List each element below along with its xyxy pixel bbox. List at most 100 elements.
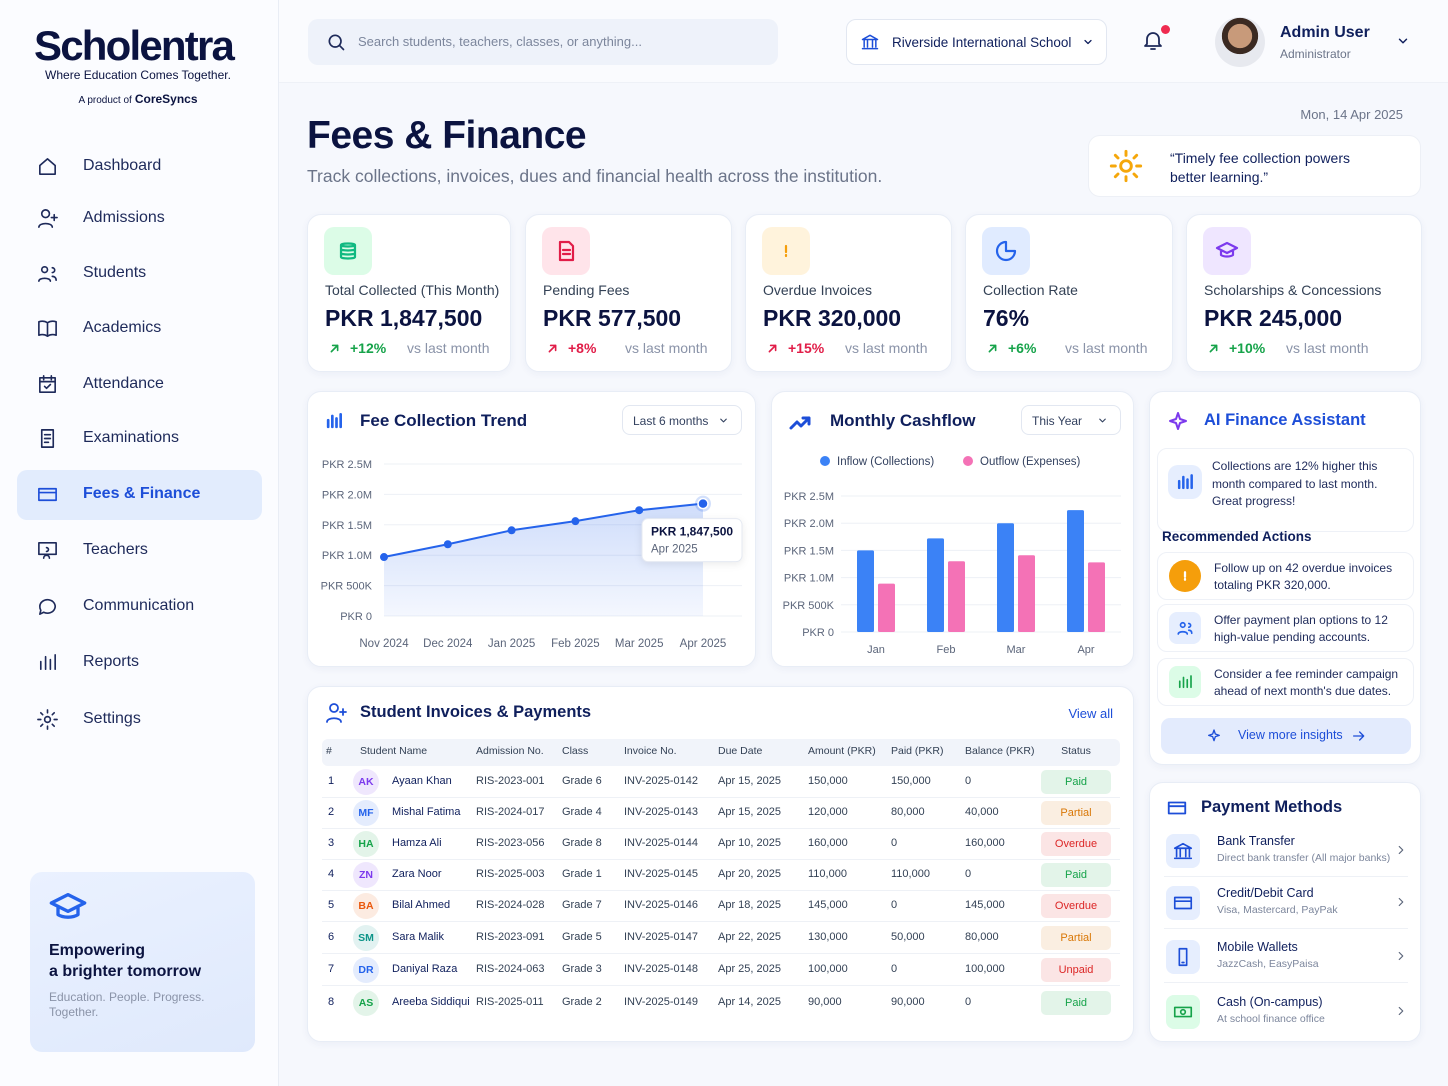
notifications[interactable]	[1141, 25, 1170, 54]
icon	[558, 240, 575, 262]
icon-shape	[39, 654, 56, 671]
nav-label: Settings	[83, 710, 141, 727]
payment-method[interactable]: Credit/Debit Card Visa, Mastercard, PayPa…	[1158, 878, 1414, 926]
table-cell: 160,000	[808, 837, 848, 849]
student-name: Areeba Siddiqui	[392, 996, 470, 1008]
status-badge: Unpaid	[1041, 958, 1111, 982]
nav-item[interactable]: Reports	[17, 638, 262, 688]
nav-item[interactable]: Admissions	[17, 194, 262, 244]
table-cell: RIS-2024-017	[476, 806, 545, 818]
bar	[927, 538, 944, 632]
stat-label: Pending Fees	[543, 282, 630, 298]
status-badge: Partial	[1041, 926, 1111, 950]
point	[507, 526, 516, 535]
nav-item[interactable]: Fees & Finance	[17, 470, 262, 520]
table-cell: 120,000	[808, 806, 848, 818]
action-text: Follow up on 42 overdue invoices totalin…	[1214, 561, 1393, 592]
student-name: Ayaan Khan	[392, 775, 452, 787]
stat-value: PKR 320,000	[763, 305, 902, 331]
x-tick-label: Jan	[867, 644, 885, 656]
icon-badge	[762, 227, 810, 275]
method-icon	[1166, 886, 1200, 920]
nav-item[interactable]: Teachers	[17, 526, 262, 576]
table-cell: 90,000	[891, 996, 925, 1008]
column-header: Due Date	[718, 745, 763, 757]
action-item[interactable]: Offer payment plan options to 12 high-va…	[1157, 604, 1414, 652]
school-select[interactable]: Riverside International School	[846, 19, 1107, 65]
view-all-link[interactable]: View all	[1068, 706, 1113, 721]
table-cell: 6	[328, 931, 335, 943]
icon-shape	[1209, 344, 1218, 353]
user-avatar[interactable]	[1215, 17, 1265, 67]
stat-compare: vs last month	[845, 340, 928, 356]
stat-card: Pending Fees PKR 577,500 +8% vs last month	[525, 214, 732, 372]
table-cell: Grade 3	[562, 963, 602, 975]
icon-shape	[1398, 38, 1408, 44]
method-description: Visa, Mastercard, PayPak	[1217, 904, 1338, 916]
nav-label: Teachers	[83, 541, 148, 558]
school-name: Riverside International School	[892, 35, 1072, 50]
icon	[39, 654, 56, 671]
status-badge: Overdue	[1041, 894, 1111, 918]
stat-change: +8%	[568, 340, 597, 356]
select-label: This Year	[1032, 414, 1083, 428]
stat-label: Scholarships & Concessions	[1204, 282, 1382, 298]
ai-assistant-card: AI Finance Assistant Collections are 12% …	[1149, 391, 1421, 765]
nav-item[interactable]: Attendance	[17, 360, 262, 410]
table-cell: Apr 15, 2025	[718, 806, 781, 818]
status-badge: Partial	[1041, 801, 1111, 825]
promo-card: Empowering a brighter tomorrow Education. …	[30, 872, 255, 1052]
range-select[interactable]: Last 6 months	[622, 405, 742, 435]
table-cell: Apr 25, 2025	[718, 963, 781, 975]
icon	[1169, 412, 1187, 430]
icon-shape	[558, 240, 575, 262]
icon-shape	[38, 209, 58, 228]
action-item[interactable]: Follow up on 42 overdue invoices totalin…	[1157, 552, 1414, 600]
table-cell: 110,000	[808, 868, 847, 880]
icon-shape	[326, 413, 342, 429]
payment-method[interactable]: Cash (On-campus) At school finance office	[1158, 987, 1414, 1035]
nav-item[interactable]: Students	[17, 249, 262, 299]
nav-item[interactable]: Academics	[17, 304, 262, 354]
icon-shape	[789, 416, 811, 430]
table-cell: 160,000	[965, 837, 1005, 849]
nav-item[interactable]: Communication	[17, 582, 262, 632]
y-tick-label: PKR 0	[340, 611, 372, 623]
nav-item[interactable]: Dashboard	[17, 142, 262, 192]
table-cell: 80,000	[891, 806, 925, 818]
table-cell: 0	[891, 837, 898, 849]
range-select[interactable]: This Year	[1021, 405, 1121, 435]
bar	[1088, 562, 1105, 632]
icon-shape	[1215, 241, 1239, 258]
row-divider	[322, 797, 1120, 798]
nav-label: Admissions	[83, 209, 165, 226]
date: Mon, 14 Apr 2025	[1300, 107, 1403, 122]
nav-item[interactable]: Examinations	[17, 414, 262, 464]
icon	[1173, 842, 1193, 860]
nav-item[interactable]: Settings	[17, 695, 262, 745]
table-cell: 3	[328, 837, 335, 849]
icon-shape	[720, 418, 727, 423]
icon	[768, 344, 777, 353]
row-divider	[322, 953, 1120, 954]
icon	[1173, 1006, 1193, 1018]
icon-shape	[39, 158, 56, 175]
student-avatar: AS	[353, 990, 379, 1016]
icon	[1398, 897, 1404, 907]
payment-method[interactable]: Bank Transfer Direct bank transfer (All m…	[1158, 826, 1414, 874]
table-cell: Apr 18, 2025	[718, 899, 781, 911]
method-name: Credit/Debit Card	[1217, 886, 1314, 900]
card-title: AI Finance Assistant	[1204, 411, 1366, 429]
icon	[1398, 951, 1404, 961]
method-icon	[1166, 995, 1200, 1029]
nav-label: Reports	[83, 653, 140, 670]
insights-button[interactable]: View more insights	[1161, 718, 1411, 754]
method-description: Direct bank transfer (All major banks)	[1217, 852, 1391, 864]
icon	[789, 416, 811, 430]
action-item[interactable]: Consider a fee reminder campaign ahead o…	[1157, 658, 1414, 706]
payment-method[interactable]: Mobile Wallets JazzCash, EasyPaisa	[1158, 932, 1414, 980]
search-box[interactable]: Search students, teachers, classes, or a…	[308, 19, 778, 65]
table-cell: 145,000	[808, 899, 848, 911]
user-menu-toggle[interactable]	[1396, 34, 1412, 50]
quote-card: “Timely fee collection powers better lea…	[1088, 135, 1421, 197]
